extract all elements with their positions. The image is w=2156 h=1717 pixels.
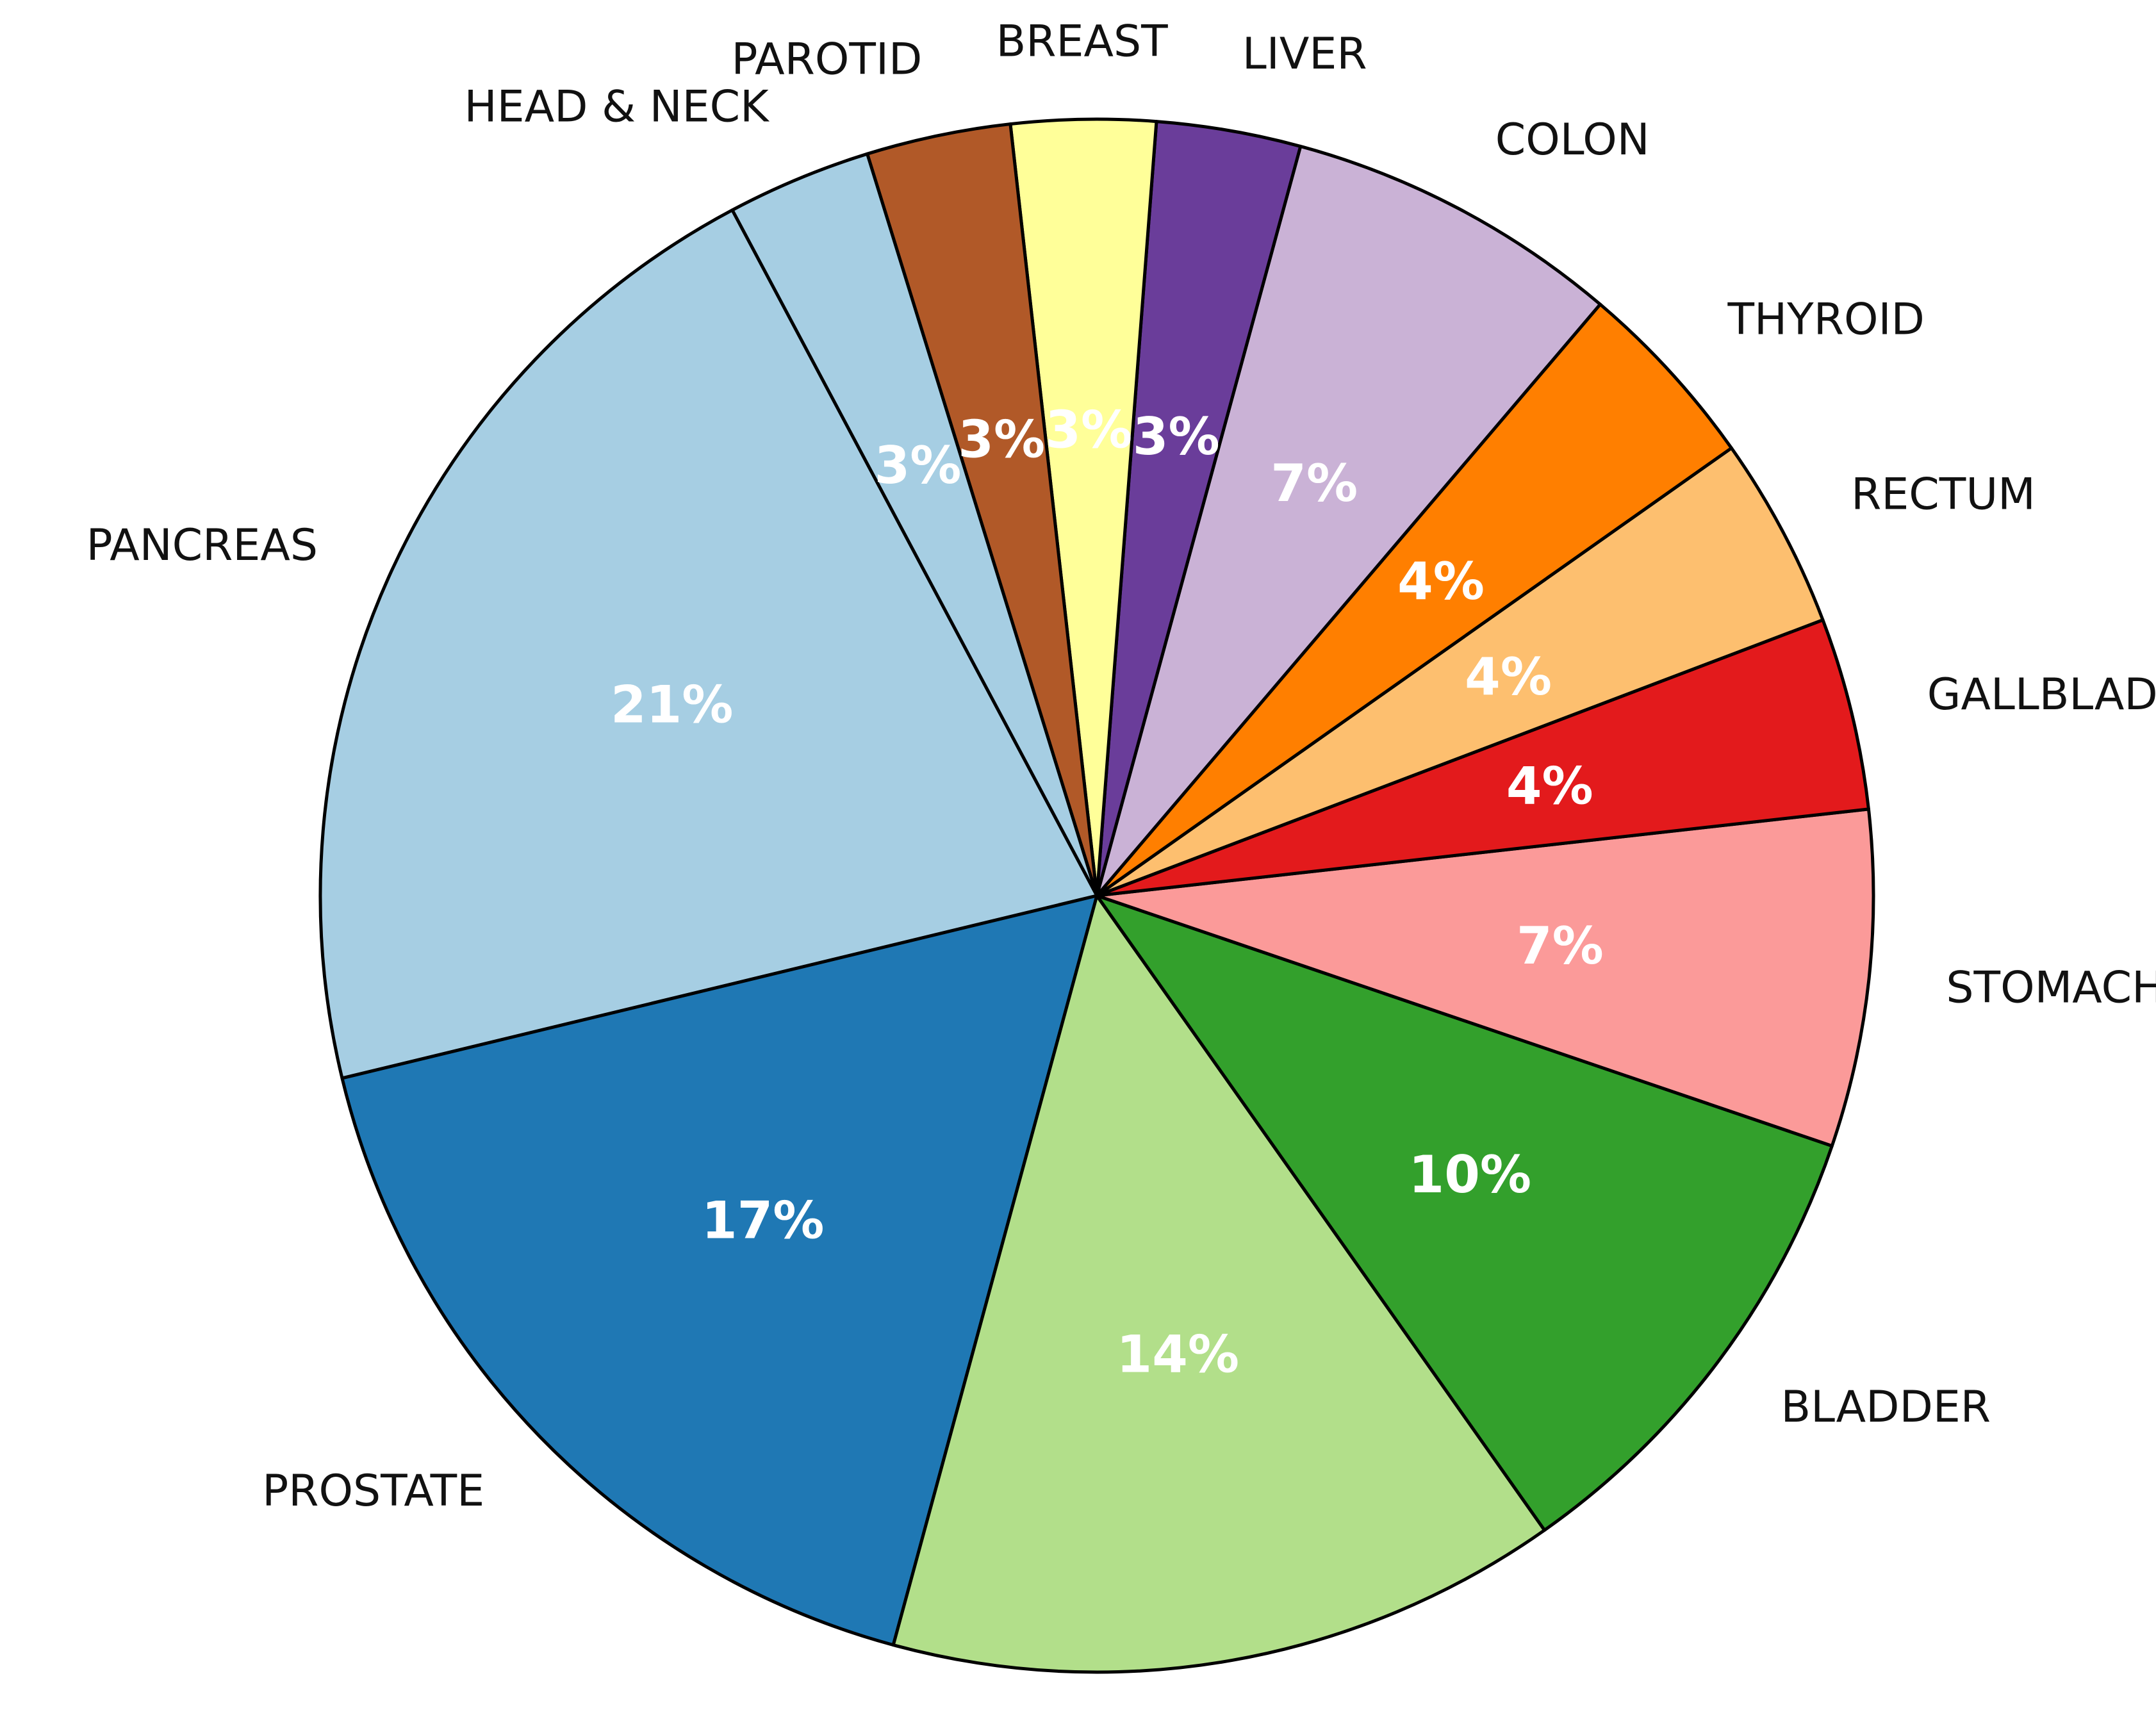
percentage-labels: 21%17%14%10%7%4%4%4%7%3%3%3%3% — [611, 400, 1604, 1384]
pct-label-gallbladder: 4% — [1506, 757, 1593, 816]
category-label-liver: LIVER — [1242, 29, 1367, 79]
slice-head-and-neck — [730, 152, 1099, 898]
pct-label-prostate: 17% — [702, 1191, 824, 1251]
category-label-pancreas: PANCREAS — [86, 520, 318, 571]
pct-label-rectum: 4% — [1465, 647, 1552, 707]
pct-label-colon: 7% — [1271, 454, 1358, 513]
pct-label-cervix: 14% — [1117, 1325, 1239, 1384]
pct-label-pancreas: 21% — [611, 675, 733, 734]
category-label-thyroid: THYROID — [1727, 295, 1925, 345]
category-label-rectum: RECTUM — [1851, 470, 2036, 520]
slice-pancreas — [318, 208, 1099, 1080]
pct-label-bladder: 10% — [1409, 1145, 1531, 1204]
slice-gallbladder — [1095, 618, 1870, 898]
category-label-stomach: STOMACH — [1946, 963, 2156, 1014]
category-label-head-and-neck: HEAD & NECK — [465, 82, 771, 133]
category-label-colon: COLON — [1495, 115, 1650, 165]
category-label-gallbladder: GALLBLADDER — [1927, 670, 2156, 720]
slice-colon — [1095, 144, 1602, 898]
pie-slices — [318, 117, 1875, 1674]
pct-label-thyroid: 4% — [1397, 552, 1485, 611]
pct-label-breast: 3% — [1045, 400, 1132, 459]
pct-label-stomach: 7% — [1517, 916, 1604, 976]
category-label-prostate: PROSTATE — [262, 1466, 484, 1516]
slice-stomach — [1095, 807, 1875, 1148]
slice-bladder — [1095, 894, 1834, 1532]
pct-label-head-and-neck: 3% — [875, 436, 962, 495]
pct-label-liver: 3% — [1133, 407, 1220, 466]
category-label-parotid: PAROTID — [731, 35, 922, 85]
category-label-cervix: CERVIX — [1246, 1711, 1404, 1717]
category-label-breast: BREAST — [996, 17, 1169, 67]
slice-thyroid — [1095, 302, 1733, 898]
pct-label-parotid: 3% — [958, 410, 1045, 470]
slice-prostate — [340, 894, 1099, 1647]
slice-rectum — [1095, 446, 1825, 898]
category-label-bladder: BLADDER — [1781, 1382, 1991, 1433]
slice-cervix — [891, 894, 1547, 1674]
category-labels: PANCREAS PROSTATE CERVIX BLADDER STOMACH GALL… — [86, 17, 2156, 1717]
